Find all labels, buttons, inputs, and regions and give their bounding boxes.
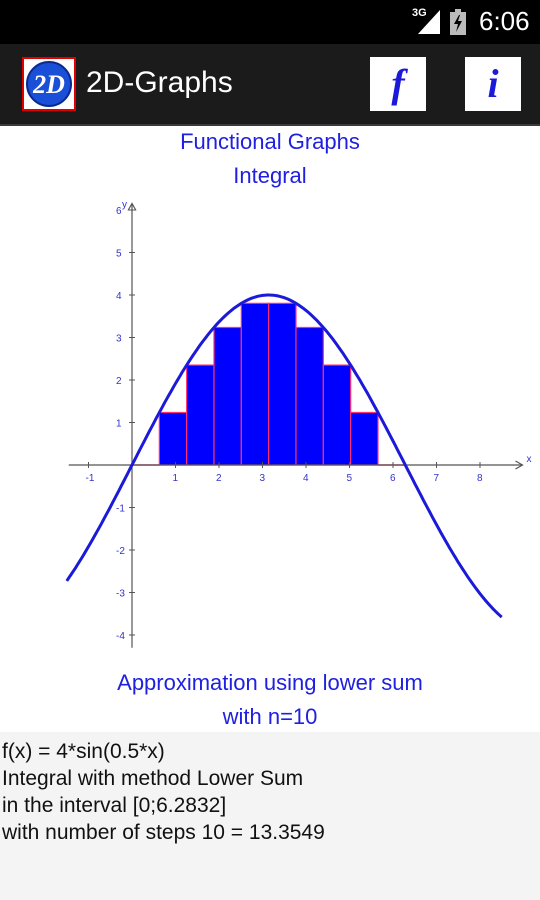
lower-sum-bar	[350, 411, 379, 466]
lower-sum-bar	[186, 364, 215, 466]
function-definition: f(x) = 4*sin(0.5*x)	[2, 740, 165, 763]
method-text: Integral with method Lower Sum	[2, 767, 304, 790]
function-plot[interactable]: x y -1 1 2 3 4 5 6 7 8 -4 -3 -2 -1 1 2 3 4 5 6	[0, 186, 540, 666]
x-axis-label: x	[527, 454, 532, 465]
result-panel: f(x) = 4*sin(0.5*x) Integral with method…	[0, 732, 540, 900]
y-tick-label: -4	[116, 631, 125, 642]
info-button[interactable]: i	[465, 57, 521, 111]
lower-sum-bar	[158, 411, 188, 466]
function-button[interactable]: f	[370, 57, 426, 111]
y-axis-arrow	[127, 202, 137, 211]
y-tick-label: -2	[116, 546, 125, 557]
lower-sum-bar	[295, 326, 324, 466]
y-tick-label: 5	[116, 249, 122, 260]
lower-sum-bar	[240, 302, 270, 466]
x-tick-label: 1	[173, 473, 179, 484]
graph-subtitle: Integral	[233, 163, 307, 188]
y-tick-label: 4	[116, 291, 122, 302]
x-axis-arrow	[515, 460, 524, 470]
function-curve	[65, 293, 503, 619]
x-tick-label: 2	[216, 473, 222, 484]
logo-text: 2D	[32, 70, 65, 99]
network-type: 3G	[412, 7, 427, 19]
y-tick-label: 6	[116, 206, 122, 217]
y-tick-label: -3	[116, 589, 125, 600]
x-tick-label: 6	[390, 473, 396, 484]
x-tick-label: 4	[303, 473, 309, 484]
graph-caption: Approximation using lower sum	[117, 670, 423, 695]
battery-icon	[450, 9, 466, 35]
graph-area: Functional Graphs Integral x y -1 1 2 3 4 5 6 7 8 -…	[0, 126, 540, 732]
x-tick-label: 7	[434, 473, 440, 484]
status-bar: 3G 6:06	[0, 0, 540, 44]
y-tick-label: -1	[116, 504, 125, 515]
interval-text: in the interval [0;6.2832]	[2, 794, 227, 817]
lower-sum-bar	[268, 302, 297, 466]
graph-title: Functional Graphs	[180, 129, 360, 154]
lower-sum-bar	[213, 326, 242, 466]
graph-caption-steps: with n=10	[222, 704, 318, 729]
x-tick-label: -1	[86, 473, 95, 484]
x-tick-label: 5	[347, 473, 353, 484]
x-tick-label: 3	[260, 473, 266, 484]
lower-sum-bar	[322, 364, 352, 466]
y-tick-label: 1	[116, 419, 122, 430]
y-tick-label: 3	[116, 334, 122, 345]
x-tick-label: 8	[477, 473, 483, 484]
app-title: 2D-Graphs	[86, 66, 233, 99]
y-axis-label: y	[122, 200, 127, 211]
y-tick-label: 2	[116, 376, 122, 387]
signal-icon	[418, 10, 440, 34]
action-bar: 2D 2D-Graphs f i	[0, 44, 540, 126]
app-logo[interactable]: 2D	[22, 57, 76, 111]
logo-icon: 2D	[26, 61, 72, 107]
result-text: with number of steps 10 = 13.3549	[2, 821, 325, 844]
clock: 6:06	[479, 6, 530, 36]
